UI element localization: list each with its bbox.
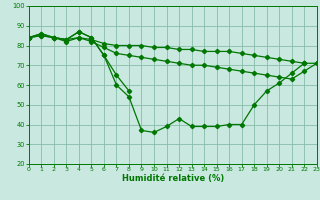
X-axis label: Humidité relative (%): Humidité relative (%) bbox=[122, 174, 224, 183]
